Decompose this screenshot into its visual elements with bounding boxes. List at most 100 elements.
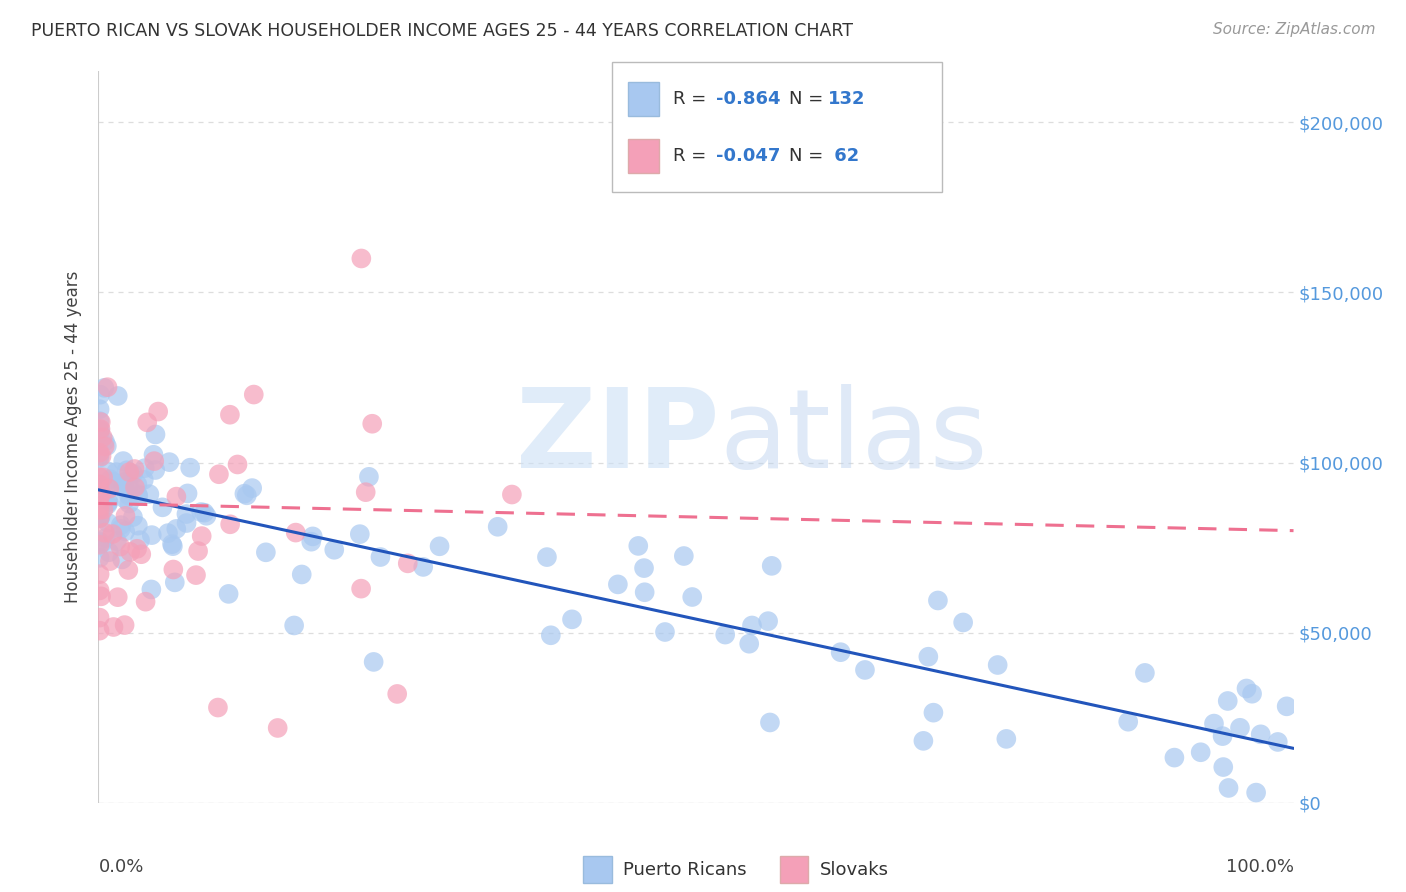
Point [89, 505, 111, 519]
Point [89, 583, 111, 598]
Point [301, 529, 323, 543]
Text: N =: N = [789, 90, 828, 108]
Point [89, 480, 111, 494]
Point [89, 499, 111, 513]
Point [96, 380, 118, 394]
Point [114, 508, 136, 523]
Point [112, 479, 135, 493]
Point [429, 539, 451, 553]
Point [218, 587, 240, 601]
Point [190, 505, 212, 519]
Point [761, 558, 783, 573]
Point [226, 458, 249, 472]
Point [176, 516, 198, 530]
Point [240, 481, 263, 495]
Point [152, 500, 174, 515]
Point [165, 522, 187, 536]
Text: PUERTO RICAN VS SLOVAK HOUSEHOLDER INCOME AGES 25 - 44 YEARS CORRELATION CHART: PUERTO RICAN VS SLOVAK HOUSEHOLDER INCOM… [31, 22, 853, 40]
Point [89, 624, 111, 638]
Point [118, 465, 141, 479]
Point [117, 563, 139, 577]
Point [94, 531, 117, 545]
Point [89, 610, 111, 624]
Point [1212, 729, 1234, 743]
Point [1133, 665, 1156, 680]
Point [412, 560, 434, 574]
Point [160, 537, 183, 551]
Point [207, 700, 229, 714]
Point [162, 562, 184, 576]
Point [1218, 780, 1240, 795]
Point [361, 417, 384, 431]
Point [219, 517, 242, 532]
Point [243, 387, 266, 401]
Point [176, 507, 198, 521]
Point [103, 475, 125, 489]
Point [143, 454, 166, 468]
Point [283, 618, 305, 632]
Point [714, 627, 737, 641]
Point [830, 645, 852, 659]
Point [105, 534, 128, 549]
Point [89, 423, 111, 437]
Point [91, 470, 114, 484]
Point [357, 470, 380, 484]
Text: 132: 132 [828, 90, 866, 108]
Point [1250, 727, 1272, 741]
Point [97, 464, 120, 478]
Point [89, 425, 111, 440]
Text: 0.0%: 0.0% [98, 858, 143, 876]
Point [96, 498, 118, 512]
Point [134, 461, 156, 475]
Point [89, 477, 111, 491]
Point [124, 462, 146, 476]
Point [299, 534, 322, 549]
Point [91, 430, 114, 444]
Point [138, 487, 160, 501]
Point [176, 486, 198, 500]
Point [135, 595, 157, 609]
Point [110, 540, 132, 554]
Point [323, 542, 346, 557]
Point [1267, 735, 1289, 749]
Point [163, 575, 186, 590]
Point [912, 734, 935, 748]
Point [1236, 681, 1258, 696]
Point [89, 450, 111, 465]
Point [136, 415, 159, 429]
Point [90, 536, 112, 550]
Point [107, 389, 129, 403]
Point [540, 628, 562, 642]
Point [987, 658, 1010, 673]
Point [90, 415, 112, 429]
Point [129, 533, 152, 548]
Point [291, 567, 314, 582]
Point [112, 454, 135, 468]
Point [110, 518, 132, 533]
Point [94, 525, 117, 540]
Point [1229, 721, 1251, 735]
Point [114, 618, 136, 632]
Point [89, 491, 111, 506]
Point [1244, 786, 1267, 800]
Point [606, 577, 628, 591]
Point [738, 637, 761, 651]
Text: N =: N = [789, 146, 828, 164]
Point [89, 503, 111, 517]
Point [501, 487, 523, 501]
Point [97, 495, 120, 509]
Point [165, 490, 187, 504]
Point [98, 554, 121, 568]
Point [254, 545, 277, 559]
Point [952, 615, 974, 630]
Point [129, 547, 152, 561]
Point [370, 549, 392, 564]
Point [118, 478, 141, 492]
Point [233, 486, 256, 500]
Point [111, 552, 134, 566]
Point [108, 479, 131, 493]
Point [89, 538, 111, 552]
Point [115, 463, 138, 477]
Point [101, 527, 124, 541]
Point [350, 582, 373, 596]
